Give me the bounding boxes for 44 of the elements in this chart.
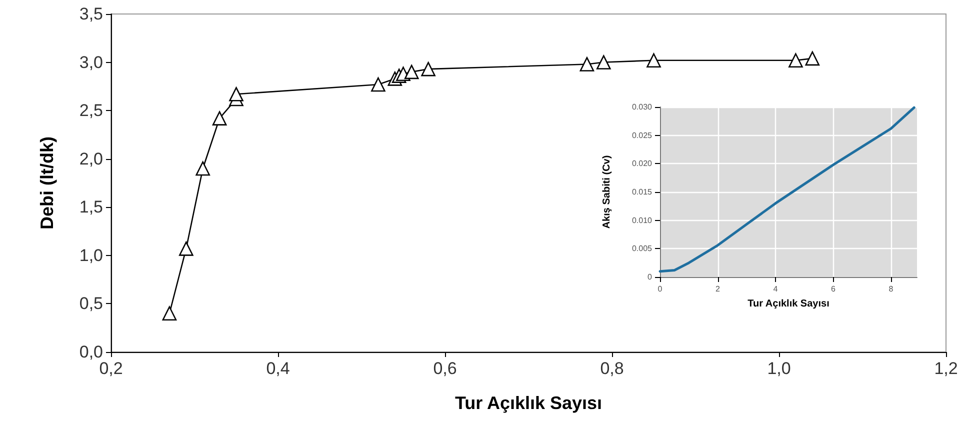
y-tick-label: 0,5	[79, 294, 103, 314]
point	[196, 161, 210, 176]
y-tick-label: 1,5	[79, 198, 103, 217]
point	[371, 77, 386, 92]
x-tick-label: 0,2	[99, 359, 123, 378]
y-axis-title: Akış Sabiti (Cv)	[602, 155, 612, 229]
y-tick-label: 0.025	[632, 130, 653, 140]
y-tick-label: 3,5	[79, 4, 103, 24]
x-tick-label: 4	[773, 284, 778, 294]
y-tick-label: 1,0	[79, 246, 103, 265]
x-tick-label: 1,2	[934, 359, 958, 378]
y-tick-label: 0.015	[632, 188, 653, 196]
point	[162, 306, 177, 321]
y-tick-label: 0,0	[79, 342, 103, 362]
y-tick-label: 2,5	[79, 101, 103, 120]
y-tick-label: 0.030	[632, 102, 653, 112]
point	[805, 51, 820, 66]
x-axis-title: Tur Açıklık Sayısı	[454, 393, 602, 413]
y-tick-label: 0.005	[632, 244, 653, 254]
point	[421, 62, 436, 76]
y-axis-title: Debi (lt/dk)	[37, 136, 57, 230]
x-tick-label: 0,6	[433, 359, 457, 378]
x-tick-label: 6	[831, 284, 836, 294]
point	[646, 53, 661, 68]
point	[596, 55, 611, 70]
x-tick-label: 0,8	[600, 359, 624, 378]
point	[404, 64, 419, 80]
x-tick-label: 1,0	[767, 359, 791, 378]
point	[788, 53, 803, 68]
y-tick-label: 2,0	[79, 149, 103, 168]
y-tick-label: 0	[648, 272, 653, 282]
x-tick-label: 0,4	[266, 359, 290, 378]
x-tick-label: 0	[658, 284, 663, 294]
x-tick-label: 8	[888, 284, 894, 294]
point	[580, 57, 594, 72]
line-series	[658, 106, 916, 273]
point	[179, 242, 194, 256]
y-tick-label: 0.010	[632, 216, 653, 225]
y-tick-label: 3,0	[79, 52, 103, 72]
x-tick-label: 2	[716, 284, 721, 294]
point	[229, 87, 244, 102]
y-tick-label: 0.020	[632, 159, 653, 168]
point	[212, 111, 227, 126]
x-axis-title: Tur Açıklık Sayısı	[748, 298, 830, 310]
